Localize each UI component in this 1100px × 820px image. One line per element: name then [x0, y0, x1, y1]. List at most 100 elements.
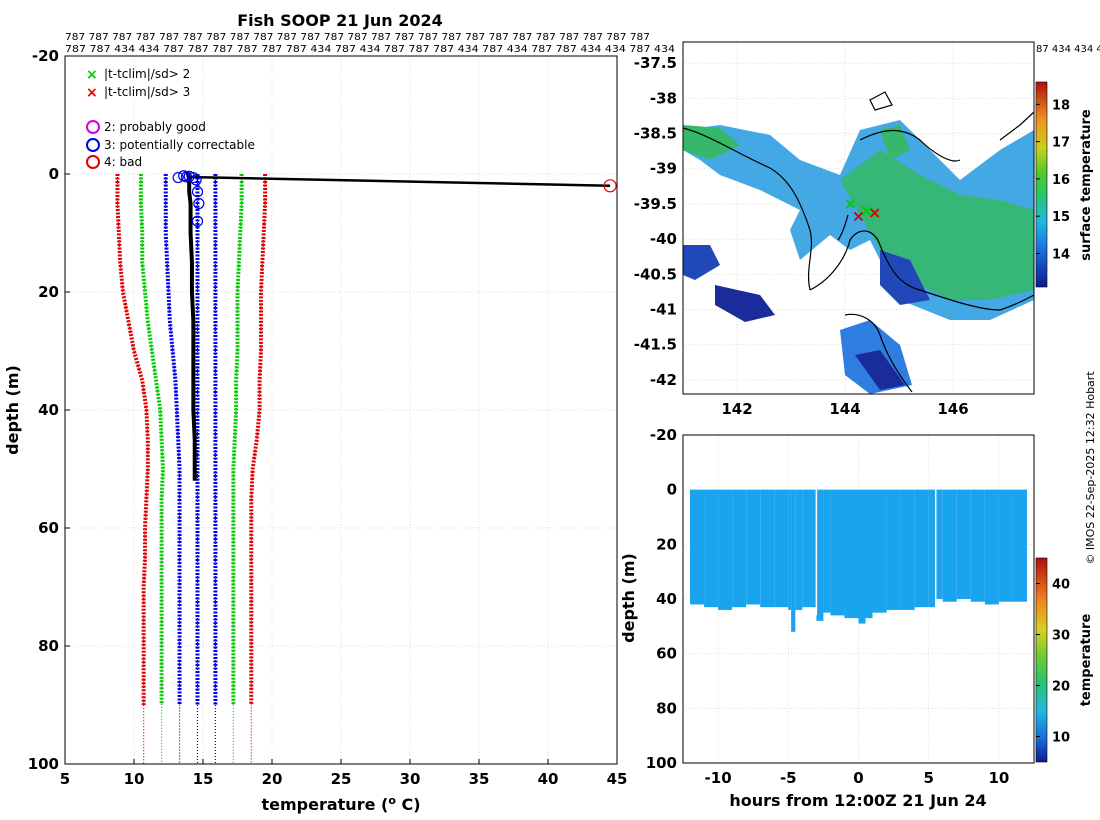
map-y-tick-label: -41 [650, 301, 677, 319]
legend-item-clim3: × |t-tclim|/sd> 3 [86, 85, 190, 101]
temperature-cast-block [942, 489, 957, 602]
clim-line [231, 174, 244, 705]
ts-y-tick-label: 100 [646, 754, 677, 772]
temperature-cast-block [970, 489, 985, 602]
clim-line-thin [165, 174, 181, 764]
x-tick-label: 25 [331, 770, 352, 788]
y-tick-label: 40 [38, 401, 59, 419]
ts-y-tick-label: 60 [656, 645, 677, 663]
temperature-cast-block [858, 489, 866, 624]
clim-line [138, 174, 165, 705]
qc-correctable-marker [190, 174, 202, 186]
profile-x-label: temperature (o C) [261, 794, 420, 815]
temperature-cast-block [886, 489, 901, 610]
temperature-cast-block [865, 489, 873, 619]
copyright-text: © IMOS 22-Sep-2025 12:32 Hobart [1084, 371, 1097, 565]
legend-item-good: 2: probably good [86, 120, 206, 134]
map-y-tick-label: -40.5 [634, 265, 677, 283]
ts-x-tick-label: -5 [780, 769, 797, 787]
qc-correctable-marker [191, 186, 204, 198]
profile-plot: 5 10 15 20 25 30 35 40 45 -20 0 20 40 60 80 100 tempera… [3, 47, 627, 814]
ts-y-tick-label: 20 [656, 535, 677, 553]
qc-correctable-marker [183, 170, 195, 182]
tasmania-coastline [844, 313, 913, 393]
temperature-colorbar-ticks: 10 20 30 40 [1036, 578, 1070, 746]
clim-line-thin [250, 174, 266, 764]
x-tick-label: 30 [400, 770, 421, 788]
temperature-cast-block [774, 489, 789, 608]
temperature-colorbar-frame [1035, 557, 1048, 763]
y-tick-label: 20 [38, 283, 59, 301]
temperature-colorbar-label: temperature [1079, 614, 1094, 707]
temperature-cast-block [1012, 489, 1027, 602]
surface-temp-colorbar-ticks: 14 15 16 17 18 [1036, 98, 1070, 262]
temperature-cast-block [732, 489, 747, 608]
temperature-cast-block [802, 489, 817, 608]
legend-item-bad: 4: bad [86, 155, 142, 169]
legend-item-clim2: × |t-tclim|/sd> 2 [86, 67, 190, 83]
qc-bad-marker [603, 179, 617, 193]
clim-line-thin [140, 174, 164, 764]
y-tick-label: 60 [38, 519, 59, 537]
qc-correctable-marker [193, 197, 205, 210]
map-y-tick-label: -42 [650, 371, 677, 389]
ship-track: ×××× [844, 194, 882, 226]
sst-patch-tasmania-dark [855, 350, 905, 390]
temperature-cast-block [914, 489, 929, 608]
temperature-cast-block [760, 489, 775, 608]
temperature-colorbar [1036, 558, 1047, 762]
sst-patch-darkblue-southwest [683, 245, 720, 280]
colorbar-tick-label: 10 [1052, 731, 1070, 746]
blue-circle-icon [86, 138, 100, 152]
ts-y-tick-label: 0 [667, 481, 677, 499]
map-y-tick-label: -40 [650, 230, 677, 248]
ts-x-tick-label: -10 [705, 769, 732, 787]
profile-id-row-2: 787 787 434 434 787 787 787 787 787 787 … [65, 44, 675, 55]
temperature-cast-block [830, 489, 845, 616]
map-plot: ×××× 142 144 146-37.5-38-38.5-39-39.5-40-4… [634, 41, 1094, 418]
surface-temp-colorbar [1036, 82, 1047, 287]
temperature-cast-block [788, 489, 792, 610]
legend-label: 3: potentially correctable [104, 138, 255, 152]
map-y-tick-label: -38 [650, 89, 677, 107]
x-tick-label: 40 [538, 770, 559, 788]
sst-patch-darkblue-west [715, 285, 775, 322]
temperature-cast-block [791, 489, 796, 632]
y-tick-label: 0 [49, 165, 59, 183]
magenta-circle-icon [86, 120, 100, 134]
figure-title: Fish SOOP 21 Jun 2024 [237, 11, 443, 30]
ts-x-tick-label: 5 [923, 769, 933, 787]
temperature-cast-block [935, 489, 943, 599]
map-frame [682, 41, 1035, 395]
profile-legend: × |t-tclim|/sd> 2 × |t-tclim|/sd> 3 2: p… [86, 67, 255, 169]
temperature-cast-block [823, 489, 831, 613]
colorbar-tick-label: 30 [1052, 629, 1070, 644]
temperature-cast-block [795, 489, 803, 610]
qc-correctable-marker [187, 171, 199, 184]
colorbar-tick-label: 15 [1052, 210, 1070, 225]
temperature-cast-block [900, 489, 915, 610]
timeseries-frame [682, 434, 1035, 764]
legend-item-correctable: 3: potentially correctable [86, 138, 255, 152]
colorbar-tick-label: 17 [1052, 136, 1070, 151]
x-tick-label: 15 [193, 770, 214, 788]
map-x-tick-label: 144 [829, 400, 860, 418]
temperature-profile-line [185, 172, 197, 481]
x-tick-label: 10 [124, 770, 145, 788]
profile-ticks: 5 10 15 20 25 30 35 40 45 -20 0 20 40 60 80 100 [28, 47, 628, 788]
colorbar-tick-label: 14 [1052, 247, 1070, 262]
temperature-cast-block [844, 489, 859, 619]
ts-x-tick-label: 10 [988, 769, 1009, 787]
clim-line [163, 174, 182, 705]
track-marker: × [860, 201, 873, 220]
temperature-cast-block [956, 489, 971, 599]
ts-y-tick-label: 40 [656, 590, 677, 608]
temperature-cast-block [718, 489, 733, 610]
x-tick-label: 5 [60, 770, 70, 788]
port-phillip-coastline [859, 91, 961, 162]
legend-label: 4: bad [104, 155, 142, 169]
profile-id-row-right: 87 434 434 4 [1036, 44, 1100, 55]
map-y-tick-label: -37.5 [634, 54, 677, 72]
clim-line [115, 174, 150, 705]
timeseries-ticks: -10 -5 0 5 10 -20 0 20 40 60 80 100 [646, 426, 1010, 787]
